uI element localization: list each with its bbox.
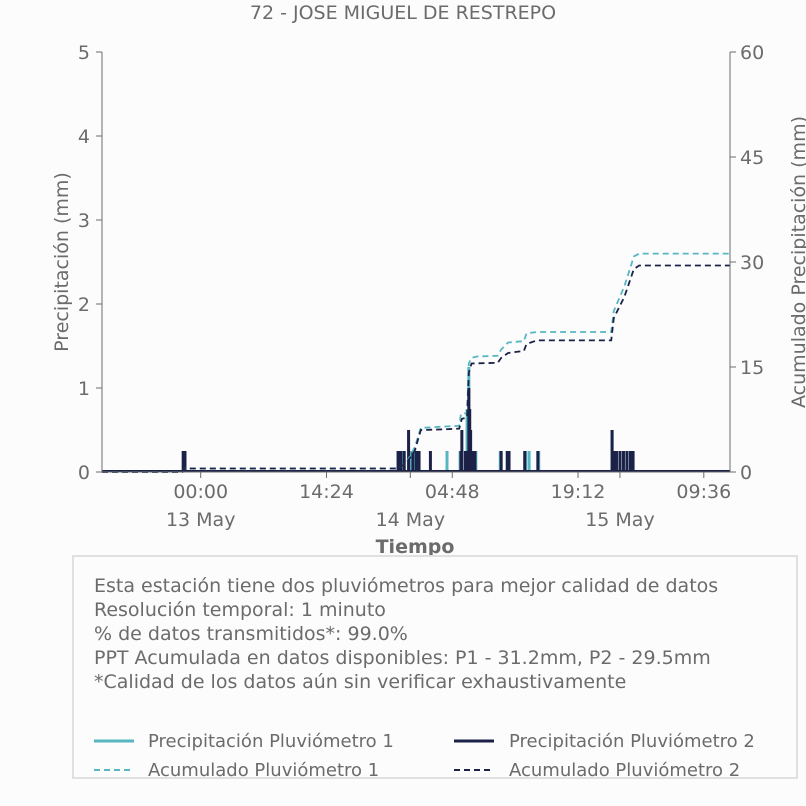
legend-label-p1-precip: Precipitación Pluviómetro 1 — [148, 731, 394, 752]
y-left-tick-label: 0 — [78, 462, 90, 484]
info-line-resolution: Resolución temporal: 1 minuto — [94, 599, 386, 621]
precip-bar — [407, 430, 411, 472]
legend-label-p1-acum: Acumulado Pluviómetro 1 — [148, 760, 380, 781]
precip-bar — [428, 451, 432, 472]
x-tick-label-time: 19:12 — [551, 481, 606, 503]
y-left-tick-label: 5 — [78, 42, 90, 64]
precip-bar — [402, 451, 406, 472]
chart-title: 72 - JOSE MIGUEL DE RESTREPO — [249, 2, 557, 24]
x-axis-label: Tiempo — [376, 536, 455, 558]
y-left-tick-label: 2 — [78, 294, 90, 316]
y-left-tick-label: 4 — [78, 126, 90, 148]
x-tick-label-date: 14 May — [376, 509, 446, 531]
precip-bar — [399, 451, 403, 472]
y-right-tick-label: 60 — [740, 42, 764, 64]
precip-bar — [505, 451, 509, 472]
bars-pluviometro-2 — [102, 388, 730, 472]
x-tick-label-date: 13 May — [166, 509, 236, 531]
precip-bar — [499, 451, 503, 472]
y-right-tick-label: 15 — [740, 357, 764, 379]
y-right-tick-label: 45 — [740, 147, 764, 169]
x-tick-label-date: 15 May — [585, 509, 655, 531]
precip-bar — [473, 451, 477, 472]
x-tick-label-time: 14:24 — [299, 481, 354, 503]
info-line-accumulated-ppt: PPT Acumulada en datos disponibles: P1 -… — [94, 647, 711, 669]
precip-bar — [628, 451, 632, 472]
precip-bar — [625, 451, 629, 472]
info-line-dual-gauges: Esta estación tiene dos pluviómetros par… — [94, 575, 719, 597]
acum-line-p1 — [102, 252, 730, 473]
precip-bar — [411, 451, 415, 472]
precip-bar — [445, 451, 449, 472]
legend-label-p2-acum: Acumulado Pluviómetro 2 — [509, 760, 741, 781]
precip-bar — [183, 451, 187, 472]
info-line-data-transmitted: % de datos transmitidos*: 99.0% — [94, 623, 408, 645]
precip-bar — [527, 451, 531, 472]
precip-bar — [181, 451, 185, 472]
y-axis-left-label: Precipitación (mm) — [51, 172, 73, 352]
precip-bar — [631, 451, 635, 472]
x-tick-label-time: 04:48 — [425, 481, 480, 503]
legend-swatch-p2-acum — [454, 769, 494, 771]
legend-swatch-p1-precip — [94, 739, 134, 743]
y-left-tick-label: 1 — [78, 378, 90, 400]
precip-bar — [507, 451, 511, 472]
precip-bar — [469, 430, 473, 472]
legend-swatch-p2-precip — [454, 739, 494, 743]
info-line-quality-note: *Calidad de los datos aún sin verificar … — [94, 671, 627, 693]
precip-bar — [396, 451, 400, 472]
precip-bar — [610, 430, 614, 472]
y-right-tick-label: 0 — [740, 462, 752, 484]
precip-bar — [409, 451, 413, 472]
info-box: Esta estación tiene dos pluviómetros par… — [72, 555, 798, 781]
precip-bar — [614, 451, 618, 472]
legend-label-p2-precip: Precipitación Pluviómetro 2 — [509, 731, 755, 752]
precip-bar — [463, 451, 467, 472]
precip-bar — [417, 451, 421, 472]
precip-bar — [621, 451, 625, 472]
precip-bar — [612, 451, 616, 472]
x-tick-label-time: 09:36 — [676, 481, 731, 503]
precip-bar — [523, 451, 527, 472]
precip-bar — [618, 451, 622, 472]
legend-swatch-p1-acum — [94, 769, 134, 771]
y-left-tick-label: 3 — [78, 210, 90, 232]
precip-bar — [465, 409, 469, 472]
acum-line-p2 — [102, 264, 730, 473]
precip-bar — [536, 451, 540, 472]
x-tick-label-time: 00:00 — [173, 481, 228, 503]
y-axis-right-label: Acumulado Precipitación (mm) — [788, 116, 806, 408]
precip-bar — [470, 451, 474, 472]
accumulated-lines — [102, 252, 730, 473]
y-right-tick-label: 30 — [740, 252, 764, 274]
precip-bar — [414, 451, 418, 472]
precip-bar — [460, 430, 464, 472]
